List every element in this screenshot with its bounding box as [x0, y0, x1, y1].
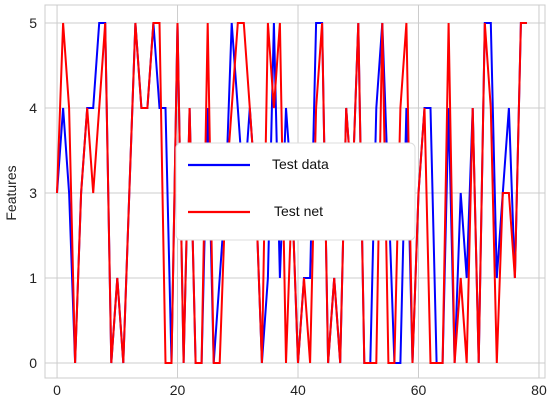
x-tick-label: 40: [290, 382, 306, 398]
y-tick-label: 5: [29, 15, 37, 31]
x-tick-label: 20: [170, 382, 186, 398]
legend-label-test-data: Test data: [272, 156, 329, 172]
y-tick-label: 3: [29, 185, 37, 201]
y-axis-label: Features: [3, 165, 19, 220]
y-tick-label: 1: [29, 270, 37, 286]
x-tick-label: 0: [53, 382, 61, 398]
legend-box: [175, 142, 416, 241]
x-tick-label: 60: [411, 382, 427, 398]
legend: Test data Test net: [175, 142, 416, 241]
x-tick-label: 80: [531, 382, 547, 398]
legend-label-test-net: Test net: [274, 203, 323, 219]
tick-labels: 0 20 40 60 80 0 1 3 4 5: [29, 15, 547, 398]
y-tick-label: 4: [29, 100, 37, 116]
y-tick-label: 0: [29, 355, 37, 371]
